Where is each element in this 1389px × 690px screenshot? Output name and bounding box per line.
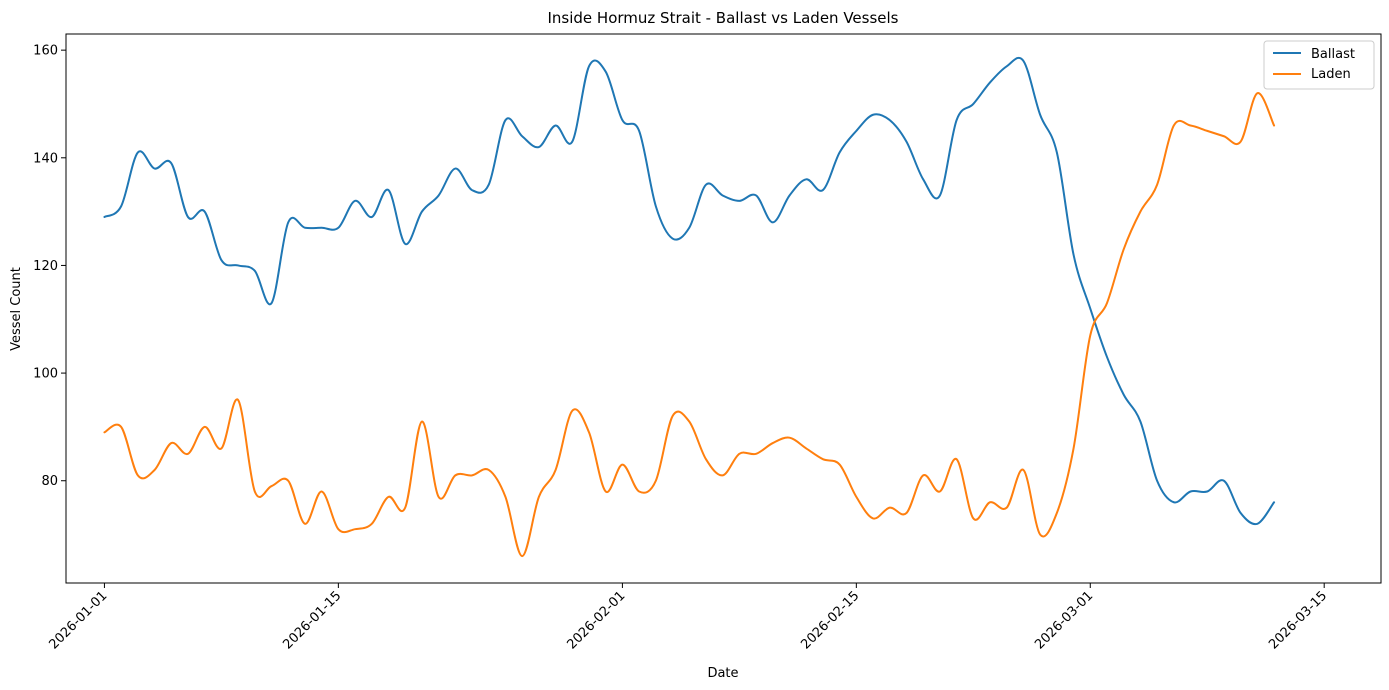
y-tick-label: 100 [33, 367, 58, 382]
y-tick-label: 120 [33, 259, 58, 274]
legend-ballast-label: Ballast [1311, 47, 1355, 62]
y-axis-label: Vessel Count [9, 267, 24, 351]
legend: Ballast Laden [1263, 40, 1375, 90]
y-tick-label: 140 [33, 151, 58, 166]
plot-frame [65, 33, 1382, 584]
y-tick-label: 160 [33, 44, 58, 59]
legend-laden-label: Laden [1311, 67, 1351, 82]
chart-title: Inside Hormuz Strait - Ballast vs Laden … [548, 9, 899, 27]
series-layer [103, 56, 1276, 558]
series-line-laden [103, 92, 1276, 558]
x-axis-label: Date [707, 666, 738, 681]
series-line-ballast [103, 56, 1276, 526]
y-tick-label: 80 [41, 474, 58, 489]
y-axis: 80 100 120 140 160 [33, 44, 66, 489]
